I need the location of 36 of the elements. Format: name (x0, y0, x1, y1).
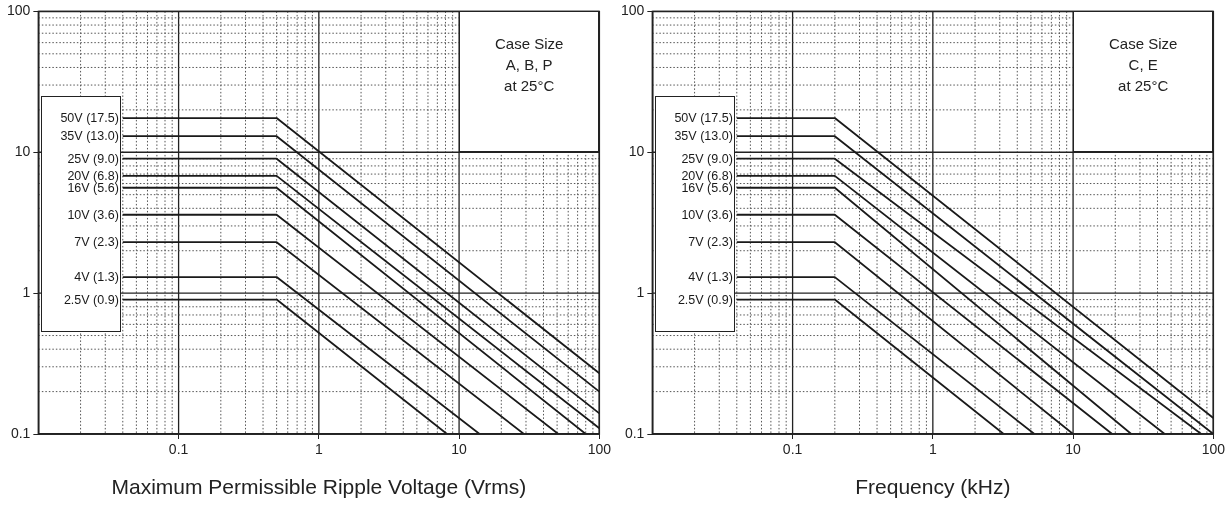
series-label: 20V (6.8) (681, 167, 733, 183)
y-tick-label: 0.1 (624, 424, 645, 441)
series-label: 4V (1.3) (688, 269, 733, 286)
series-label: 35V (13.0) (60, 128, 119, 145)
x-tick-label: 100 (1201, 441, 1226, 458)
x-tick-label: 1 (928, 441, 937, 458)
y-tick-label: 100 (7, 2, 31, 19)
x-axis-title: Maximum Permissible Ripple Voltage (Vrms) (111, 475, 527, 499)
series-label: 7V (2.3) (688, 234, 733, 251)
series-label: 35V (13.0) (674, 128, 733, 145)
x-tick-label: 100 (587, 441, 612, 458)
annotation: Case Size C, E at 25°C (1108, 34, 1179, 97)
x-tick-label: 0.1 (782, 441, 803, 458)
series-label: 25V (9.0) (67, 150, 119, 167)
y-tick-label: 100 (621, 2, 645, 19)
x-axis-title: Frequency (kHz) (855, 475, 1011, 499)
x-tick-label: 1 (314, 441, 323, 458)
series-label: 25V (9.0) (681, 150, 733, 167)
y-tick-label: 10 (14, 143, 31, 160)
y-tick-label: 1 (636, 283, 645, 300)
series-label: 50V (17.5) (674, 110, 733, 127)
series-label: 4V (1.3) (74, 269, 119, 286)
series-label: 10V (3.6) (681, 206, 733, 223)
series-label: 10V (3.6) (67, 206, 119, 223)
series-label: 50V (17.5) (60, 110, 119, 127)
x-tick-label: 10 (1065, 441, 1082, 458)
y-tick-label: 1 (22, 283, 31, 300)
series-label: 2.5V (0.9) (677, 291, 733, 308)
x-tick-label: 0.1 (168, 441, 189, 458)
y-tick-label: 10 (628, 143, 645, 160)
x-tick-label: 10 (451, 441, 468, 458)
series-label: 7V (2.3) (74, 234, 119, 251)
annotation: Case Size A, B, P at 25°C (494, 34, 565, 97)
series-label: 2.5V (0.9) (63, 291, 119, 308)
series-label: 20V (6.8) (67, 167, 119, 183)
y-tick-label: 0.1 (10, 424, 31, 441)
